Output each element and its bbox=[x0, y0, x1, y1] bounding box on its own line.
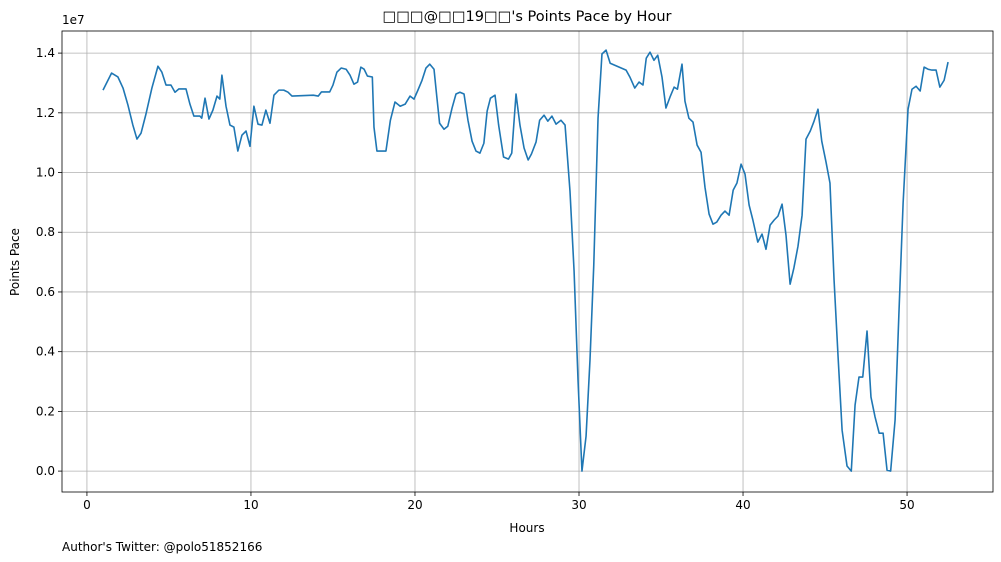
y-offset-label: 1e7 bbox=[62, 13, 85, 27]
x-tick-label: 30 bbox=[571, 498, 586, 512]
y-tick-label: 0.8 bbox=[36, 225, 55, 239]
y-tick-label: 0.4 bbox=[36, 345, 55, 359]
plot-frame bbox=[61, 30, 994, 493]
y-tick-label: 0.6 bbox=[36, 285, 55, 299]
y-tick-label: 0.2 bbox=[36, 404, 55, 418]
y-tick-label: 1.0 bbox=[36, 166, 55, 180]
x-tick-label: 50 bbox=[899, 498, 914, 512]
x-tick-label: 10 bbox=[243, 498, 258, 512]
x-tick-label: 0 bbox=[83, 498, 91, 512]
x-tick-label: 20 bbox=[407, 498, 422, 512]
y-tick-label: 0.0 bbox=[36, 464, 55, 478]
footer: Author's Twitter: @polo51852166 bbox=[62, 540, 262, 554]
y-axis-label: Points Pace bbox=[8, 228, 22, 296]
series-line bbox=[102, 49, 949, 472]
y-tick-label: 1.4 bbox=[36, 46, 55, 60]
x-axis-label: Hours bbox=[509, 521, 544, 535]
chart-title: □□□@□□19□□'s Points Pace by Hour bbox=[383, 9, 672, 25]
x-tick-label: 40 bbox=[735, 498, 750, 512]
y-tick-label: 1.2 bbox=[36, 106, 55, 120]
